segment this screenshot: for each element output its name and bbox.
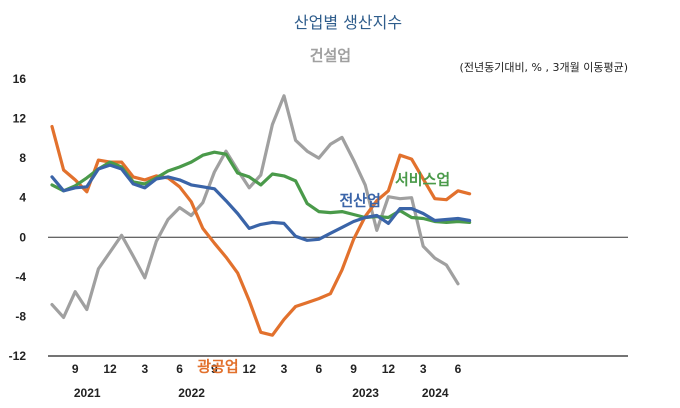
x-tick-label: 9 xyxy=(211,362,218,376)
y-tick-label: 4 xyxy=(19,191,26,205)
x-tick-label: 12 xyxy=(382,362,396,376)
x-year-label: 2022 xyxy=(178,386,205,400)
series-line-3 xyxy=(50,163,472,242)
series-label: 전산업 xyxy=(339,192,380,210)
x-year-label: 2021 xyxy=(74,386,101,400)
x-tick-label: 6 xyxy=(176,362,183,376)
series-line-0 xyxy=(50,94,460,319)
y-tick-label: 16 xyxy=(13,72,27,86)
x-tick-label: 9 xyxy=(72,362,79,376)
y-tick-label: -8 xyxy=(15,309,26,323)
y-tick-label: 0 xyxy=(19,230,26,244)
series-layer xyxy=(50,94,472,337)
x-tick-label: 6 xyxy=(455,362,462,376)
y-tick-label: -4 xyxy=(15,270,26,284)
x-tick-label: 3 xyxy=(281,362,288,376)
series-label: 광공업 xyxy=(197,357,238,375)
y-tick-label: 12 xyxy=(13,112,27,126)
x-tick-label: 3 xyxy=(420,362,427,376)
y-axis: -12 -8 -4 0 4 8 12 16 xyxy=(9,72,27,363)
y-tick-label: 8 xyxy=(19,151,26,165)
x-tick-label: 12 xyxy=(243,362,257,376)
chart-unit-note: (전년동기대비, % , 3개월 이동평균) xyxy=(460,61,628,74)
series-label: 건설업 xyxy=(310,46,351,64)
x-year-label: 2023 xyxy=(352,386,379,400)
series-label: 서비스업 xyxy=(395,170,450,188)
x-tick-label: 3 xyxy=(141,362,148,376)
x-tick-label: 12 xyxy=(103,362,117,376)
x-year-label: 2024 xyxy=(422,386,449,400)
chart-title: 산업별 생산지수 xyxy=(294,13,402,32)
x-tick-label: 6 xyxy=(315,362,322,376)
series-line-1 xyxy=(50,124,472,337)
y-tick-label: -12 xyxy=(9,349,27,363)
x-tick-label: 9 xyxy=(350,362,357,376)
